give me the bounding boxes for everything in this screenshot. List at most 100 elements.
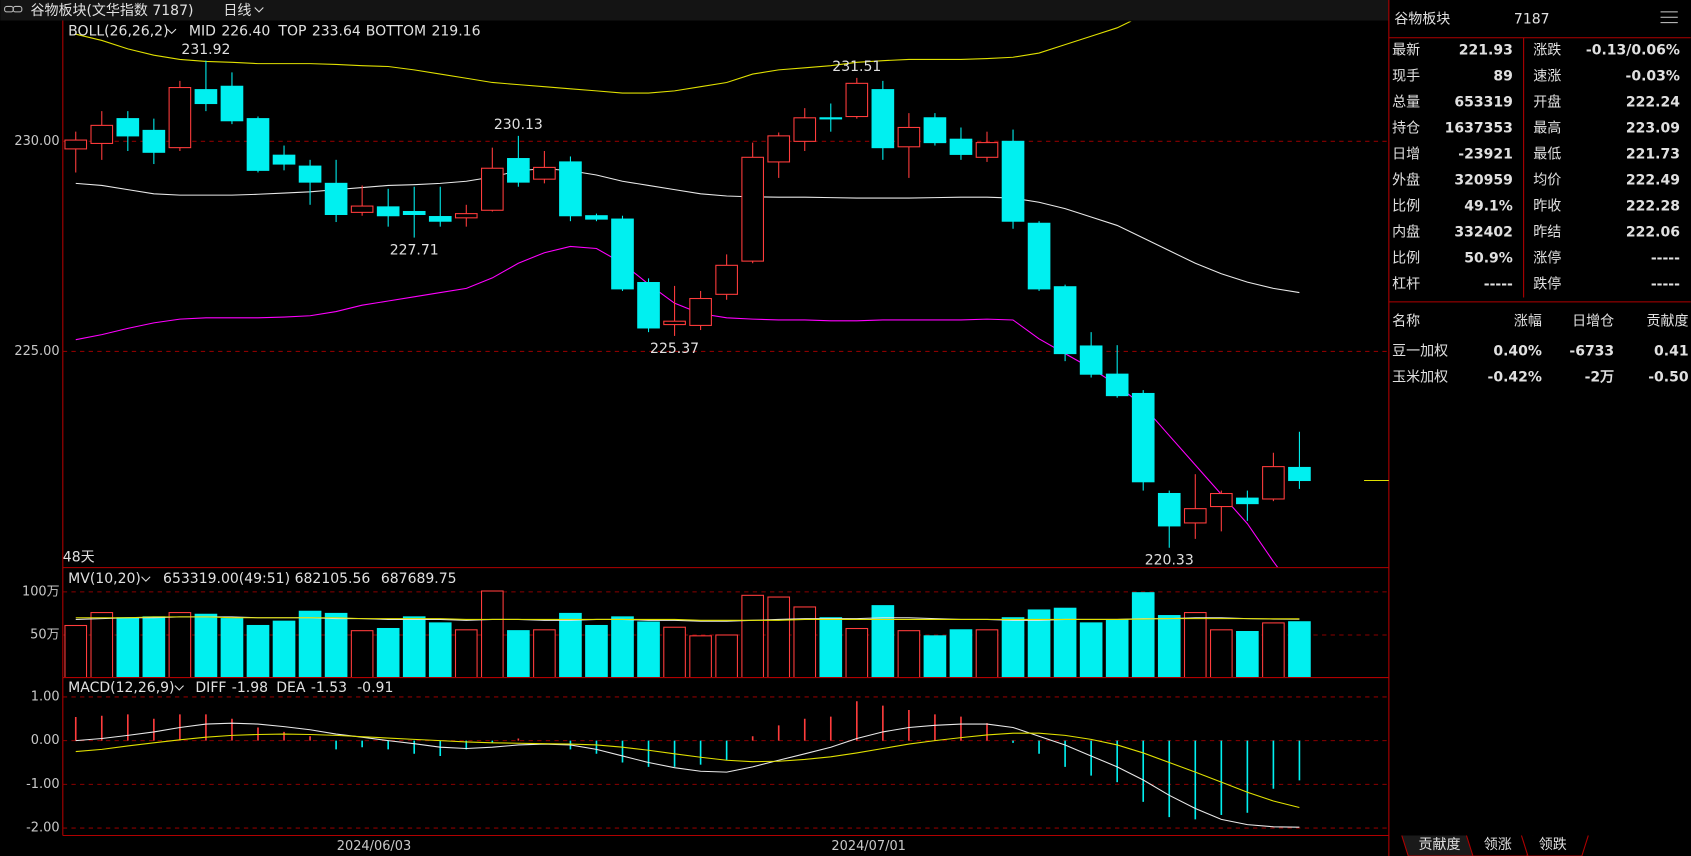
quote-label: 跌停	[1533, 276, 1561, 293]
chevron[interactable]	[174, 685, 184, 691]
table-cell[interactable]: 豆一加权	[1392, 343, 1448, 359]
volume-bar	[246, 624, 270, 678]
volume-bar	[897, 630, 921, 678]
quote-value: 222.06	[1626, 225, 1680, 241]
indicator-line	[75, 21, 1132, 94]
y-tick-label: -1.00	[26, 777, 59, 792]
candle-body	[507, 158, 530, 183]
volume-bar	[1288, 621, 1311, 678]
indicator-line	[75, 168, 1300, 294]
chevron[interactable]	[254, 7, 264, 13]
tab-label[interactable]: 贡献度	[1419, 837, 1461, 853]
candle-body	[194, 89, 218, 105]
legend-value: -1.53	[311, 680, 347, 696]
candle-body	[767, 135, 791, 163]
volume-bar	[767, 596, 791, 678]
quote-value: 1637353	[1445, 121, 1513, 137]
volume-bar	[272, 620, 296, 678]
table-cell[interactable]: 玉米加权	[1392, 369, 1448, 385]
quote-value: -23921	[1458, 147, 1513, 163]
y-tick-label: 230.00	[14, 134, 59, 149]
candle-body	[1288, 466, 1311, 482]
quote-value: -----	[1651, 251, 1680, 267]
tab[interactable]	[1520, 835, 1589, 856]
volume-bar	[428, 622, 452, 678]
menu-icon[interactable]	[1660, 11, 1678, 24]
candle-body	[480, 167, 504, 211]
candle-body	[220, 85, 244, 122]
period-selector[interactable]: 日线	[223, 3, 251, 19]
volume-bar	[845, 627, 869, 678]
instrument-name: 谷物板块	[1394, 11, 1450, 27]
candle-body	[272, 154, 296, 165]
legend-entry: DIFF -1.98	[195, 680, 268, 696]
quote-value: 89	[1493, 69, 1512, 85]
candle-body	[897, 126, 921, 148]
volume-bar	[871, 605, 895, 678]
legend-value: 226.40	[221, 23, 270, 39]
table-header: 涨幅	[1514, 313, 1542, 329]
candle-body	[637, 282, 660, 329]
quote-label: 杠杆	[1392, 277, 1420, 293]
chevron[interactable]	[167, 28, 177, 35]
quote-label: 速涨	[1533, 69, 1561, 85]
legend-entry: MID 226.40	[189, 23, 270, 39]
candle-body	[168, 87, 192, 149]
candle-body	[350, 205, 374, 213]
candle-body	[949, 138, 973, 155]
candle-body	[585, 215, 608, 220]
candle-body	[715, 264, 738, 295]
table-header: 日增仓	[1572, 313, 1614, 329]
quote-value: 50.9%	[1464, 251, 1513, 267]
volume-bar	[142, 616, 166, 678]
volume-bar	[194, 613, 218, 678]
quote-label: 现手	[1392, 69, 1420, 85]
volume-bar	[168, 612, 192, 678]
candle-body	[689, 297, 712, 326]
tab-label[interactable]: 领涨	[1484, 837, 1512, 853]
chevron[interactable]	[141, 576, 151, 582]
candle-body	[1183, 508, 1207, 524]
volume-bar	[663, 626, 686, 678]
candle-body	[1079, 345, 1103, 375]
volume-bar	[533, 629, 556, 678]
high-annotation: 231.92	[181, 42, 230, 58]
legend-entry: DEA -1.53	[276, 680, 347, 696]
legend-entry: BOTTOM 219.16	[366, 23, 481, 39]
candle-body	[923, 117, 947, 144]
tab-label[interactable]: 领跌	[1539, 837, 1567, 853]
quote-label: 比例	[1392, 199, 1420, 215]
table-header: 名称	[1392, 313, 1420, 329]
volume-bar	[220, 618, 244, 678]
volume-bar	[1079, 622, 1103, 678]
quote-label: 涨跌	[1533, 43, 1561, 59]
candle-body	[1236, 497, 1259, 505]
volume-bar	[637, 621, 660, 678]
candle-body	[428, 216, 452, 222]
frame	[62, 0, 1691, 856]
quote-label: 内盘	[1392, 224, 1420, 241]
y-tick-label: 100万	[22, 584, 60, 599]
macd-pane	[74, 701, 1301, 828]
volume-bar	[480, 590, 504, 678]
quote-label: 最新	[1392, 43, 1420, 59]
volume-bar	[819, 617, 843, 678]
table-header: 贡献度	[1647, 313, 1689, 329]
instrument-code: 7187	[1514, 11, 1550, 27]
volume-bar	[298, 610, 322, 678]
legend-name: BOTTOM	[366, 23, 426, 39]
candle-body	[819, 117, 843, 120]
indicator-name: BOLL(26,26,2)	[68, 23, 168, 39]
volume-bar	[1210, 629, 1233, 678]
candle-body	[533, 166, 556, 180]
candle-body	[1027, 222, 1051, 290]
legend-value: -1.98	[232, 680, 268, 696]
top-bar	[0, 0, 1389, 21]
volume-bar	[949, 629, 973, 678]
volume-bar	[1262, 622, 1285, 678]
candle-body	[1131, 392, 1155, 483]
volume-bar	[507, 630, 530, 678]
quote-label: 日增	[1392, 147, 1420, 163]
legend-entry: TOP 233.64	[277, 23, 360, 39]
